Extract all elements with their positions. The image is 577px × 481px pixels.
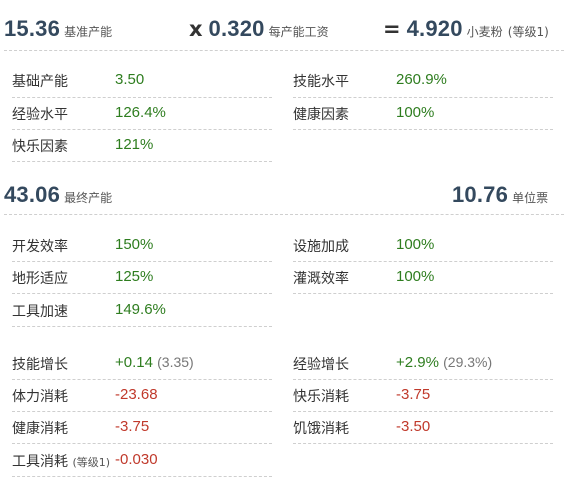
row-divider — [12, 97, 272, 98]
row-divider — [293, 443, 553, 444]
cost-label: 体力消耗 — [12, 389, 68, 405]
change-value: +2.9% — [396, 354, 439, 371]
cost-value: -23.68 — [115, 386, 158, 403]
modifier-value: 150% — [115, 236, 154, 253]
stat-value: 260.9% — [396, 71, 447, 88]
result-output: = 4.920 小麦粉 (等级1) — [383, 16, 549, 42]
cost-label: 饥饿消耗 — [293, 421, 349, 437]
modifier-value: 149.6% — [115, 301, 166, 318]
change-total: (29.3%) — [443, 354, 493, 370]
modifier-terrain-adaptation: 地形适应 125% — [12, 268, 272, 288]
stat-skill-level: 技能水平 260.9% — [293, 71, 553, 91]
modifier-value: 125% — [115, 268, 154, 285]
unit-price-label: 单位票 — [512, 191, 549, 205]
modifier-value: 100% — [396, 236, 435, 253]
stat-value: 126.4% — [115, 104, 166, 121]
row-divider — [12, 476, 272, 477]
final-divider — [4, 214, 564, 215]
base-output-label: 基准产能 — [64, 25, 113, 39]
modifier-development-efficiency: 开发效率 150% — [12, 236, 272, 256]
stamina-cost: 体力消耗 -23.68 — [12, 386, 272, 406]
modifier-tool-speedup: 工具加速 149.6% — [12, 301, 272, 321]
wage-multiplier: x 0.320 每产能工资 — [189, 16, 329, 42]
cost-value: -3.75 — [115, 418, 150, 435]
row-divider — [12, 261, 272, 262]
row-divider — [12, 293, 272, 294]
row-divider — [293, 379, 553, 380]
change-total: (3.35) — [157, 354, 194, 370]
modifier-irrigation-efficiency: 灌溉效率 100% — [293, 268, 553, 288]
unit-price-value: 10.76 — [452, 182, 509, 207]
stat-base-output: 基础产能 3.50 — [12, 71, 272, 91]
row-divider — [293, 97, 553, 98]
cost-value: -3.75 — [396, 386, 431, 403]
row-divider — [12, 161, 272, 162]
change-label: 经验增长 — [293, 357, 349, 373]
health-cost: 健康消耗 -3.75 — [12, 418, 272, 438]
stat-value: 3.50 — [115, 71, 145, 88]
final-output-label: 最终产能 — [64, 191, 113, 205]
stat-value: 121% — [115, 136, 154, 153]
row-divider — [12, 326, 272, 327]
skill-growth: 技能增长 +0.14 (3.35) — [12, 354, 272, 374]
row-divider — [12, 379, 272, 380]
header-divider — [4, 50, 564, 51]
cost-value: -0.030 — [115, 451, 158, 468]
base-output: 15.36 基准产能 — [4, 16, 112, 42]
equals-operator: = — [383, 17, 401, 41]
row-divider — [293, 411, 553, 412]
happiness-cost: 快乐消耗 -3.75 — [293, 386, 553, 406]
final-output-value: 43.06 — [4, 182, 61, 207]
change-value: +0.14 — [115, 354, 153, 371]
modifier-label: 灌溉效率 — [293, 271, 349, 287]
modifier-label: 设施加成 — [293, 239, 349, 255]
row-divider — [293, 261, 553, 262]
wage-multiplier-label: 每产能工资 — [268, 25, 329, 39]
result-grade-note: (等级1) — [507, 25, 549, 39]
row-divider — [12, 129, 272, 130]
tool-cost: 工具消耗 (等级1) -0.030 — [12, 451, 272, 471]
change-label: 技能增长 — [12, 357, 68, 373]
modifier-value: 100% — [396, 268, 435, 285]
stat-health-factor: 健康因素 100% — [293, 104, 553, 124]
cost-label: 健康消耗 — [12, 421, 68, 437]
cost-label: 快乐消耗 — [293, 389, 349, 405]
base-output-value: 15.36 — [4, 16, 61, 41]
modifier-label: 开发效率 — [12, 239, 68, 255]
row-divider — [293, 293, 553, 294]
row-divider — [293, 129, 553, 130]
hunger-cost: 饥饿消耗 -3.50 — [293, 418, 553, 438]
stat-label: 快乐因素 — [12, 139, 68, 155]
result-label: 小麦粉 — [466, 25, 503, 39]
stat-experience-level: 经验水平 126.4% — [12, 104, 272, 124]
modifier-label: 地形适应 — [12, 271, 68, 287]
modifier-label: 工具加速 — [12, 304, 68, 320]
result-value: 4.920 — [406, 16, 463, 41]
stat-label: 健康因素 — [293, 107, 349, 123]
unit-price: 10.76 单位票 — [452, 182, 548, 208]
stat-label: 技能水平 — [293, 74, 349, 90]
cost-value: -3.50 — [396, 418, 431, 435]
wage-multiplier-value: 0.320 — [208, 16, 265, 41]
cost-label: 工具消耗 (等级1) — [12, 451, 110, 471]
stat-label: 基础产能 — [12, 74, 68, 90]
stat-label: 经验水平 — [12, 107, 68, 123]
row-divider — [12, 443, 272, 444]
final-output: 43.06 最终产能 — [4, 182, 112, 208]
multiply-operator: x — [189, 17, 203, 41]
tool-cost-label: 工具消耗 — [12, 454, 68, 470]
experience-growth: 经验增长 +2.9% (29.3%) — [293, 354, 553, 374]
stat-value: 100% — [396, 104, 435, 121]
tool-grade-note: (等级1) — [72, 456, 111, 469]
stat-happiness-factor: 快乐因素 121% — [12, 136, 272, 156]
modifier-facility-bonus: 设施加成 100% — [293, 236, 553, 256]
row-divider — [12, 411, 272, 412]
